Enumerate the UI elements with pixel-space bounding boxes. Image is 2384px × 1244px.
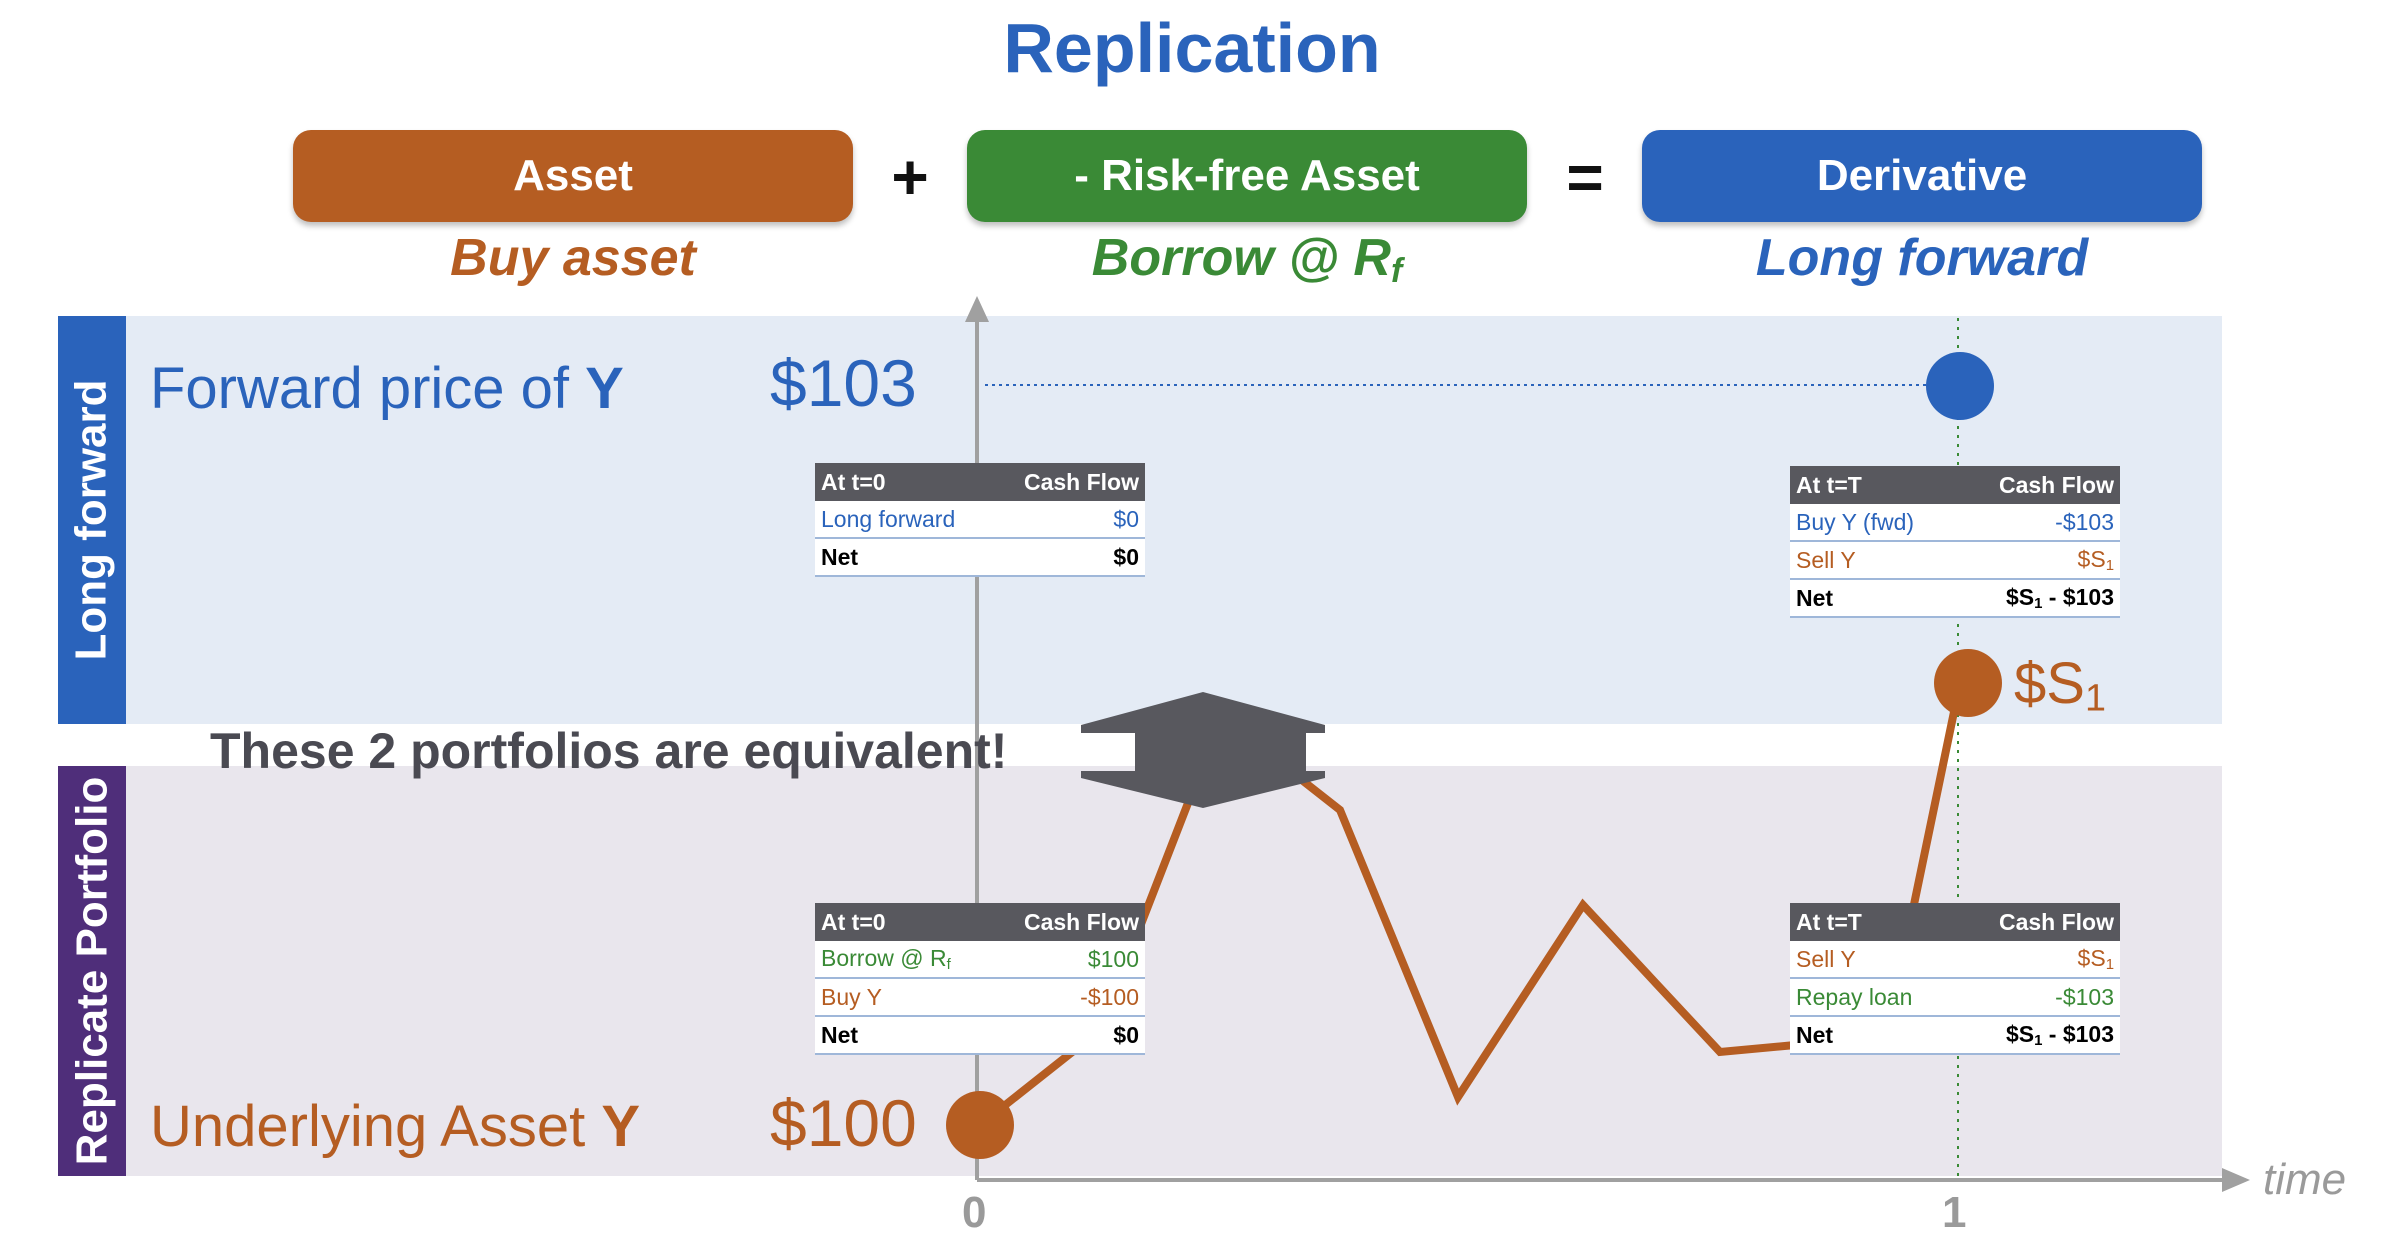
forward-price-label: Forward price of Y [150, 356, 624, 421]
table-header: At t=0 [815, 903, 990, 941]
table-cell: Net [1790, 579, 1957, 618]
table-header: Cash Flow [991, 463, 1145, 501]
long-forward-tT-table: At t=T Cash Flow Buy Y (fwd) -$103 Sell Y $… [1790, 466, 2120, 618]
table-cell: Repay loan [1790, 978, 1956, 1017]
underlying-start-marker [946, 1091, 1014, 1159]
table-cell: Sell Y [1790, 541, 1957, 580]
table-cell: Net [815, 538, 992, 577]
derivative-box: Derivative [1642, 130, 2202, 222]
table-cell: Borrow @ Rf [815, 941, 990, 979]
replicate-t0-table: At t=0 Cash Flow Borrow @ Rf $100 Buy Y -$1… [815, 903, 1145, 1055]
table-cell: -$103 [1956, 504, 2120, 542]
s1-marker [1934, 649, 2002, 717]
table-cell: $S1 [1955, 941, 2120, 979]
underlying-asset-label: Underlying Asset Y [150, 1094, 641, 1159]
s1-value-label: $S1 [2014, 651, 2106, 719]
x-axis-arrow [2222, 1168, 2250, 1192]
equivalence-arrow [1081, 692, 1325, 808]
table-cell: $0 [991, 538, 1145, 577]
page-title: Replication [1003, 9, 1381, 87]
table-header: Cash Flow [1955, 903, 2120, 941]
borrow-caption: Borrow @ Rf [1091, 229, 1403, 290]
riskfree-asset-box: - Risk-free Asset [967, 130, 1527, 222]
equivalence-statement: These 2 portfolios are equivalent! [210, 723, 1008, 779]
long-forward-side-label: Long forward [58, 316, 126, 724]
table-header: At t=T [1790, 903, 1956, 941]
table-cell: Long forward [815, 501, 992, 539]
table-cell: -$100 [989, 978, 1145, 1017]
time-axis-label: time [2263, 1155, 2347, 1204]
table-cell: Buy Y (fwd) [1790, 504, 1957, 542]
table-cell: $S1 - $103 [1956, 579, 2120, 618]
table-cell: Net [815, 1016, 990, 1055]
replicate-portfolio-side-label: Replicate Portfolio [58, 766, 126, 1176]
long-forward-caption: Long forward [1755, 229, 2089, 287]
x-tick-1: 1 [1942, 1188, 1967, 1237]
underlying-price-value: $100 [770, 1086, 917, 1160]
table-cell: $S1 - $103 [1955, 1016, 2120, 1055]
forward-price-value: $103 [770, 346, 917, 420]
y-axis-arrow [965, 296, 989, 322]
buy-asset-caption: Buy asset [450, 229, 696, 287]
table-header: At t=0 [815, 463, 992, 501]
equals-sign: = [1566, 141, 1604, 213]
forward-price-marker [1926, 352, 1994, 420]
plus-sign: + [891, 141, 929, 213]
long-forward-t0-table: At t=0 Cash Flow Long forward $0 Net $0 [815, 463, 1145, 577]
table-cell: Net [1790, 1016, 1956, 1055]
replicate-tT-table: At t=T Cash Flow Sell Y $S1 Repay loan -$10… [1790, 903, 2120, 1055]
table-cell: $0 [991, 501, 1145, 539]
table-cell: -$103 [1955, 978, 2120, 1017]
table-header: Cash Flow [1956, 466, 2120, 504]
table-cell: $S1 [1956, 541, 2120, 580]
table-cell: Buy Y [815, 978, 990, 1017]
table-cell: $0 [989, 1016, 1145, 1055]
table-cell: Sell Y [1790, 941, 1956, 979]
x-tick-0: 0 [962, 1188, 987, 1237]
table-cell: $100 [989, 941, 1145, 979]
asset-box: Asset [293, 130, 853, 222]
table-header: Cash Flow [989, 903, 1145, 941]
table-header: At t=T [1790, 466, 1957, 504]
